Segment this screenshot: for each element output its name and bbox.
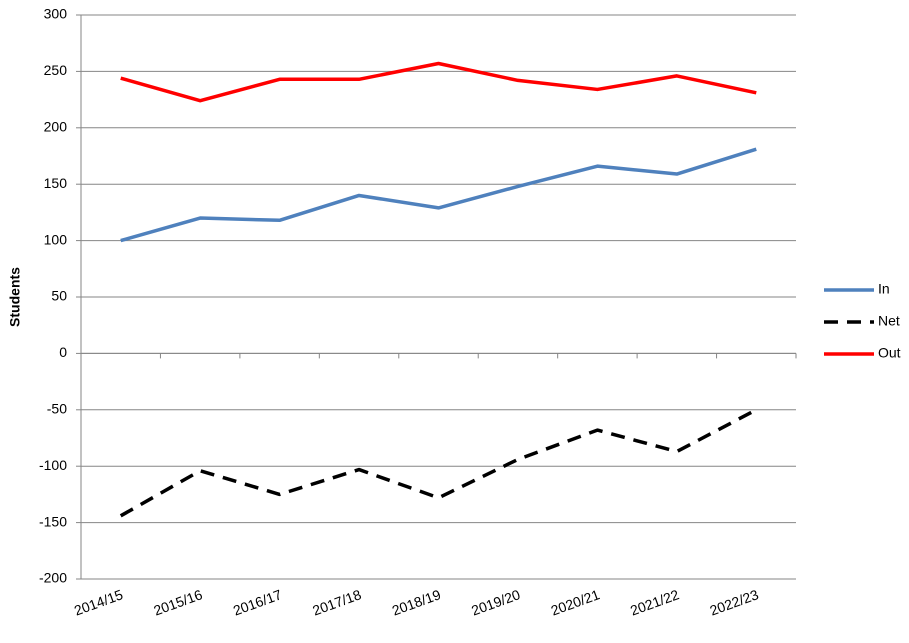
legend-label: In xyxy=(878,281,890,297)
y-tick-label: 300 xyxy=(44,6,68,22)
x-tick-label: 2017/18 xyxy=(310,586,363,618)
x-tick-label: 2019/20 xyxy=(469,586,522,618)
y-tick-label: 250 xyxy=(44,62,68,78)
x-tick-label: 2014/15 xyxy=(72,586,125,618)
y-tick-label: 100 xyxy=(44,231,68,247)
y-tick-label: -150 xyxy=(39,513,67,529)
x-tick-label: 2020/21 xyxy=(549,586,602,618)
y-tick-label: 200 xyxy=(44,119,68,135)
x-tick-label: 2021/22 xyxy=(628,586,681,618)
y-tick-label: -100 xyxy=(39,457,67,473)
x-tick-label: 2015/16 xyxy=(151,586,204,618)
y-tick-label: 50 xyxy=(51,288,67,304)
legend-label: Out xyxy=(878,345,901,361)
y-tick-label: -50 xyxy=(47,401,67,417)
series-line xyxy=(120,61,757,103)
y-tick-label: -200 xyxy=(39,570,67,586)
x-tick-label: 2016/17 xyxy=(231,586,284,618)
x-tick-label: 2018/19 xyxy=(390,586,443,618)
series-line xyxy=(120,147,757,243)
series-line xyxy=(119,408,758,518)
legend-label: Net xyxy=(878,313,900,329)
x-tick-label: 2022/23 xyxy=(708,586,761,618)
y-tick-label: 150 xyxy=(44,175,68,191)
y-axis-title: Students xyxy=(7,267,23,327)
y-tick-label: 0 xyxy=(59,344,67,360)
